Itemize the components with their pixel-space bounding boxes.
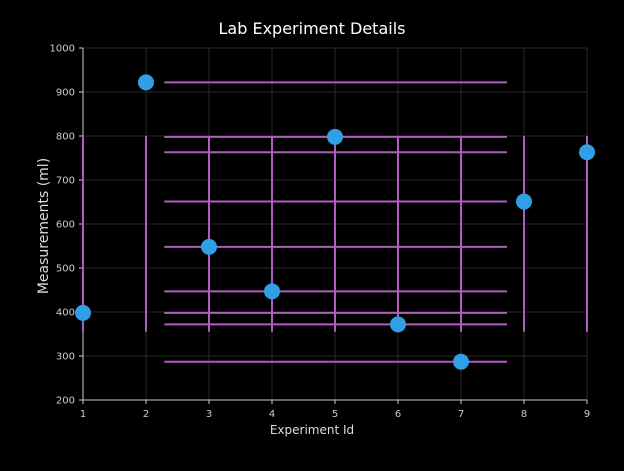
data-point xyxy=(75,304,91,321)
y-tick-label: 600 xyxy=(56,220,75,231)
x-tick-label: 9 xyxy=(584,409,590,420)
x-axis-label: Experiment Id xyxy=(269,423,355,437)
y-tick-label: 200 xyxy=(56,396,75,407)
data-point xyxy=(327,128,343,145)
data-point xyxy=(453,353,469,370)
y-tick-label: 900 xyxy=(56,88,75,99)
y-tick-label: 300 xyxy=(56,352,75,363)
data-point xyxy=(138,74,154,91)
x-tick-label: 8 xyxy=(521,409,527,420)
data-point xyxy=(201,238,217,255)
data-point xyxy=(516,193,532,210)
y-tick-label: 500 xyxy=(56,264,75,275)
x-tick-label: 5 xyxy=(332,409,338,420)
x-tick-label: 3 xyxy=(206,409,212,420)
y-tick-label: 700 xyxy=(56,176,75,187)
y-tick-label: 400 xyxy=(56,308,75,319)
data-point xyxy=(579,144,595,161)
y-axis-label: Measurements (ml) xyxy=(36,157,52,295)
x-tick-label: 6 xyxy=(395,409,401,420)
x-tick-label: 1 xyxy=(80,409,86,420)
y-tick-label: 800 xyxy=(56,132,75,143)
y-tick-label: 1000 xyxy=(50,44,75,55)
x-tick-label: 7 xyxy=(458,409,464,420)
data-point xyxy=(390,316,406,333)
data-point xyxy=(264,283,280,300)
x-tick-label: 2 xyxy=(143,409,149,420)
x-tick-label: 4 xyxy=(269,409,275,420)
chart-title: Lab Experiment Details xyxy=(218,19,406,38)
